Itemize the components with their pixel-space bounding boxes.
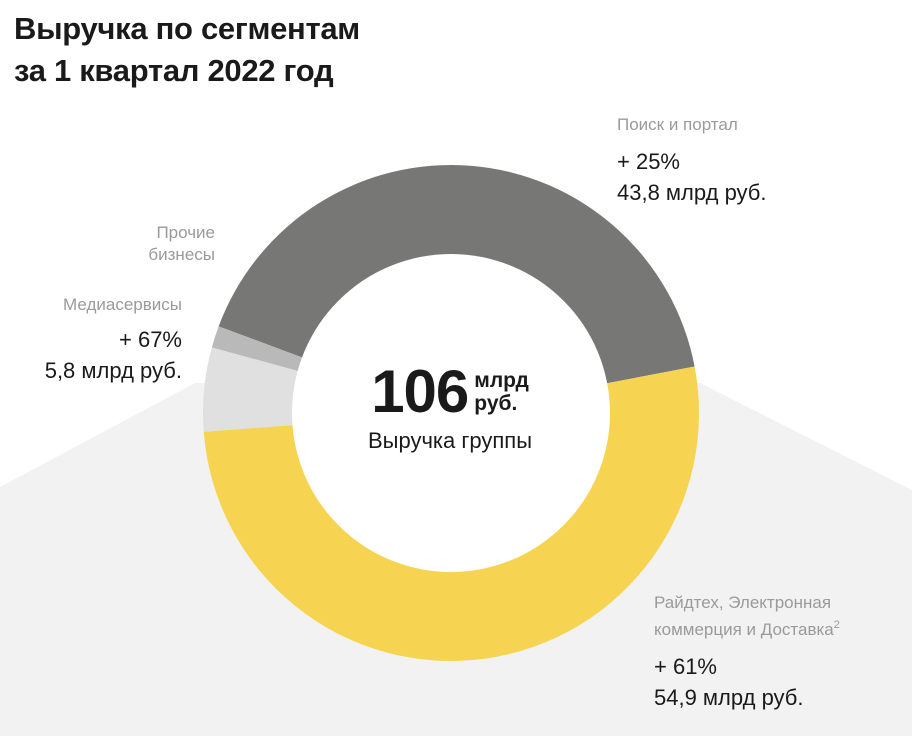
total-revenue-unit: млрд руб. bbox=[474, 369, 529, 415]
unit-line-1: млрд bbox=[474, 369, 529, 392]
total-revenue-caption: Выручка группы bbox=[367, 428, 533, 453]
label-ridetech-growth: + 61% bbox=[654, 654, 717, 679]
label-media-services: Медиасервисы + 67% 5,8 млрд руб. bbox=[45, 294, 182, 386]
label-media-value: 5,8 млрд руб. bbox=[44, 358, 182, 383]
donut-hole bbox=[292, 254, 610, 572]
label-search-portal-growth: + 25% bbox=[617, 149, 680, 174]
label-ridetech-line-2-text: коммерция и Доставка bbox=[654, 620, 834, 639]
chart-title-line-1: Выручка по сегментам bbox=[14, 11, 360, 46]
chart-title: Выручка по сегментам за 1 квартал 2022 г… bbox=[14, 8, 360, 92]
label-other-line-2: бизнесы bbox=[148, 245, 215, 264]
label-search-portal: Поиск и портал + 25% 43,8 млрд руб. bbox=[617, 114, 767, 208]
footnote-marker: 2 bbox=[833, 619, 840, 631]
total-revenue-value: 106 bbox=[371, 358, 469, 425]
label-ridetech-line-2: коммерция и Доставка2 bbox=[654, 614, 840, 641]
label-ridetech-value: 54,9 млрд руб. bbox=[654, 685, 804, 710]
label-ridetech-line-1: Райдтех, Электронная bbox=[654, 593, 832, 612]
label-ridetech: Райдтех, Электронная коммерция и Доставк… bbox=[654, 592, 840, 713]
label-other-businesses: Прочие бизнесы bbox=[148, 222, 215, 266]
label-other-line-1: Прочие bbox=[156, 223, 215, 242]
unit-line-2: руб. bbox=[474, 392, 518, 415]
label-search-portal-value: 43,8 млрд руб. bbox=[617, 180, 767, 205]
label-media-name: Медиасервисы bbox=[63, 295, 182, 314]
label-search-portal-name: Поиск и портал bbox=[617, 115, 738, 134]
center-total: 106 млрд руб. Выручка группы bbox=[320, 360, 580, 456]
label-media-growth: + 67% bbox=[119, 327, 182, 352]
chart-title-line-2: за 1 квартал 2022 год bbox=[14, 53, 334, 88]
